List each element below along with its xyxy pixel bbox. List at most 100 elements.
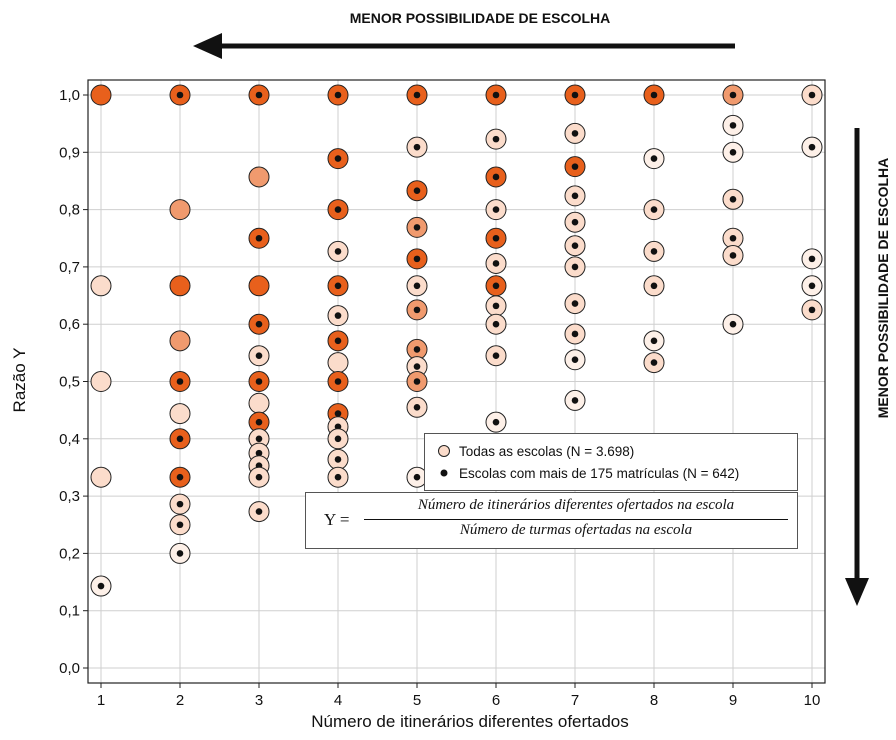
data-point-dot: [413, 403, 421, 411]
data-point-dot: [729, 122, 737, 129]
y-tick-label: 0,2: [59, 545, 80, 562]
data-point-dot: [176, 521, 184, 529]
data-point-dot: [334, 91, 342, 99]
data-point-dot: [650, 155, 658, 162]
x-axis-label: Número de itinerários diferentes ofertad…: [311, 712, 629, 731]
data-point: [90, 371, 112, 392]
data-point-dot: [255, 418, 263, 426]
data-point-dot: [571, 356, 579, 364]
data-point-dot: [808, 91, 816, 99]
dot-icon: [435, 464, 453, 482]
data-point-dot: [492, 282, 500, 290]
data-point-dot: [492, 234, 500, 242]
data-point-dot: [176, 91, 184, 99]
data-point-dot: [729, 320, 737, 328]
data-point-dot: [413, 363, 421, 370]
data-point-dot: [650, 248, 658, 255]
side-arrow-head: [845, 578, 869, 606]
data-point-dot: [334, 337, 342, 345]
x-tick-label: 9: [729, 692, 737, 709]
y-axis-label: Razão Y: [10, 347, 29, 413]
open-circle-icon: [435, 442, 453, 460]
x-tick-label: 6: [492, 692, 500, 709]
data-point-dot: [650, 337, 658, 345]
data-point-dot: [492, 91, 500, 99]
data-point: [248, 392, 270, 414]
data-point-dot: [413, 91, 421, 99]
legend-item-large-schools: Escolas com mais de 175 matrículas (N = …: [435, 464, 739, 482]
y-tick-label: 0,6: [59, 316, 80, 333]
data-point: [90, 466, 112, 488]
data-point-dot: [255, 508, 263, 515]
y-tick-label: 0,8: [59, 202, 80, 219]
y-tick-label: 0,9: [59, 144, 80, 161]
data-point-dot: [255, 473, 263, 481]
formula-numerator: Número de itinerários diferentes ofertad…: [417, 497, 735, 513]
formula-fraction-bar: [364, 519, 788, 520]
data-point-dot: [650, 91, 658, 99]
side-annotation: MENOR POSSIBILIDADE DE ESCOLHA: [875, 157, 891, 419]
data-point-dot: [492, 260, 500, 267]
legend-label-large-schools: Escolas com mais de 175 matrículas (N = …: [459, 465, 740, 481]
data-point-dot: [729, 91, 737, 99]
x-tick-label: 1: [97, 692, 105, 709]
data-point-dot: [808, 282, 816, 290]
data-point: [248, 275, 270, 297]
data-point: [169, 403, 191, 425]
data-point-dot: [255, 435, 263, 443]
data-point-dot: [571, 242, 579, 249]
data-point-dot: [255, 91, 263, 99]
data-point-dot: [650, 282, 658, 290]
data-point-dot: [571, 397, 579, 404]
data-point-dot: [571, 263, 579, 271]
data-point-dot: [492, 418, 500, 426]
x-tick-label: 10: [804, 692, 821, 709]
legend: Todas as escolas (N = 3.698) Escolas com…: [424, 433, 798, 491]
data-point-dot: [176, 473, 184, 481]
data-point-dot: [413, 378, 421, 385]
y-tick-label: 0,4: [59, 431, 80, 448]
data-point-dot: [492, 173, 500, 181]
data-point-dot: [729, 149, 737, 156]
data-point-dot: [413, 306, 421, 314]
data-point: [248, 166, 270, 188]
data-point-dot: [334, 456, 342, 463]
data-point-dot: [571, 330, 579, 338]
data-point-dot: [571, 163, 579, 170]
formula-box: Y = Número de itinerários diferentes ofe…: [305, 492, 798, 549]
data-point-dot: [808, 306, 816, 314]
data-point-dot: [255, 234, 263, 242]
data-point: [327, 352, 349, 374]
data-point-dot: [334, 155, 342, 162]
data-point-dot: [334, 410, 342, 417]
data-point-dot: [413, 187, 421, 194]
top-annotation: MENOR POSSIBILIDADE DE ESCOLHA: [349, 10, 611, 26]
x-tick-label: 4: [334, 692, 342, 709]
data-point-dot: [729, 234, 737, 242]
data-point-dot: [413, 282, 421, 290]
data-point-dot: [571, 130, 579, 137]
data-point-dot: [571, 192, 579, 200]
data-point-dot: [413, 473, 421, 481]
data-point-dot: [413, 255, 421, 263]
y-tick-label: 0,1: [59, 603, 80, 620]
data-point-dot: [334, 312, 342, 319]
chart-group: 1 2 3 4 5 6 7 8 9 10 0,0 0,1 0,2 0,3 0,4 0,5 0,6 0,7 0,8 0,…: [59, 33, 869, 709]
data-point-dot: [334, 378, 342, 385]
data-point-dot: [334, 423, 342, 431]
y-tick-label: 0,0: [59, 660, 80, 677]
legend-item-all-schools: Todas as escolas (N = 3.698): [435, 442, 634, 460]
y-tick-label: 1,0: [59, 87, 80, 104]
data-point-dot: [492, 302, 500, 310]
data-point-dot: [255, 378, 263, 385]
data-point-dot: [255, 320, 263, 328]
x-tick-label: 2: [176, 692, 184, 709]
data-point-dot: [97, 582, 105, 590]
data-point: [169, 275, 191, 297]
formula-lhs: Y =: [324, 510, 350, 529]
data-point: [90, 275, 112, 297]
data-point-dot: [808, 255, 816, 263]
data-point-dot: [413, 346, 421, 353]
y-tick-label: 0,3: [59, 488, 80, 505]
